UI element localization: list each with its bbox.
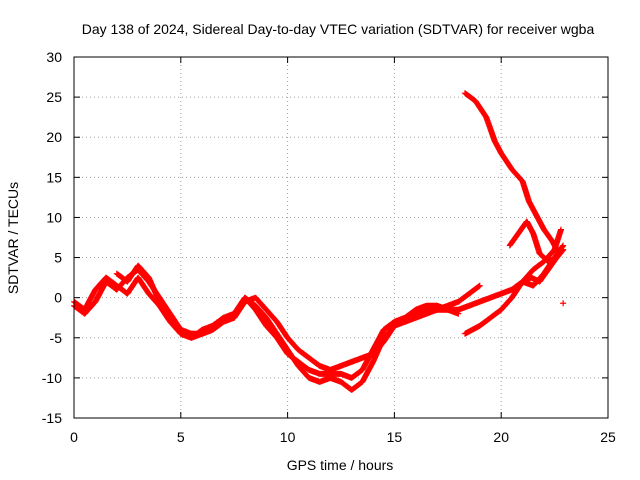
y-tick-label: 0: [54, 290, 62, 306]
data-point: [476, 282, 483, 289]
y-tick-label: 25: [46, 89, 62, 105]
y-tick-label: 10: [46, 209, 62, 225]
x-axis-title: GPS time / hours: [287, 457, 394, 473]
series-track-8: [519, 246, 567, 285]
y-tick-label: 20: [46, 129, 62, 145]
x-tick-label: 25: [600, 429, 616, 445]
x-tick-label: 15: [387, 429, 403, 445]
y-tick-label: 15: [46, 169, 62, 185]
x-tick-label: 20: [493, 429, 509, 445]
series-track-6: [461, 90, 562, 257]
y-tick-label: 5: [54, 250, 62, 266]
data-point: [455, 310, 462, 317]
chart-title: Day 138 of 2024, Sidereal Day-to-day VTE…: [82, 21, 595, 37]
axis-ticks: 0 5 10 15 20 25 -15 -10 -5 0 5 10 15 20 25 30: [42, 49, 616, 445]
data-point: [560, 300, 567, 307]
data-marks: [71, 90, 567, 393]
data-point: [560, 246, 567, 253]
data-point: [558, 226, 565, 233]
x-tick-label: 5: [177, 429, 185, 445]
plot-frame: [73, 56, 609, 419]
y-tick-label: -5: [50, 330, 63, 346]
y-tick-label: -10: [42, 370, 62, 386]
series-outlier: [560, 300, 567, 307]
series-track-3: [113, 262, 441, 381]
y-tick-label: 30: [46, 49, 62, 65]
series-track-4: [434, 282, 483, 313]
x-tick-label: 10: [280, 429, 296, 445]
x-tick-label: 0: [70, 429, 78, 445]
y-tick-label: -15: [42, 410, 62, 426]
grid-lines: [74, 57, 608, 418]
y-axis-title: SDTVAR / TECUs: [5, 182, 21, 294]
